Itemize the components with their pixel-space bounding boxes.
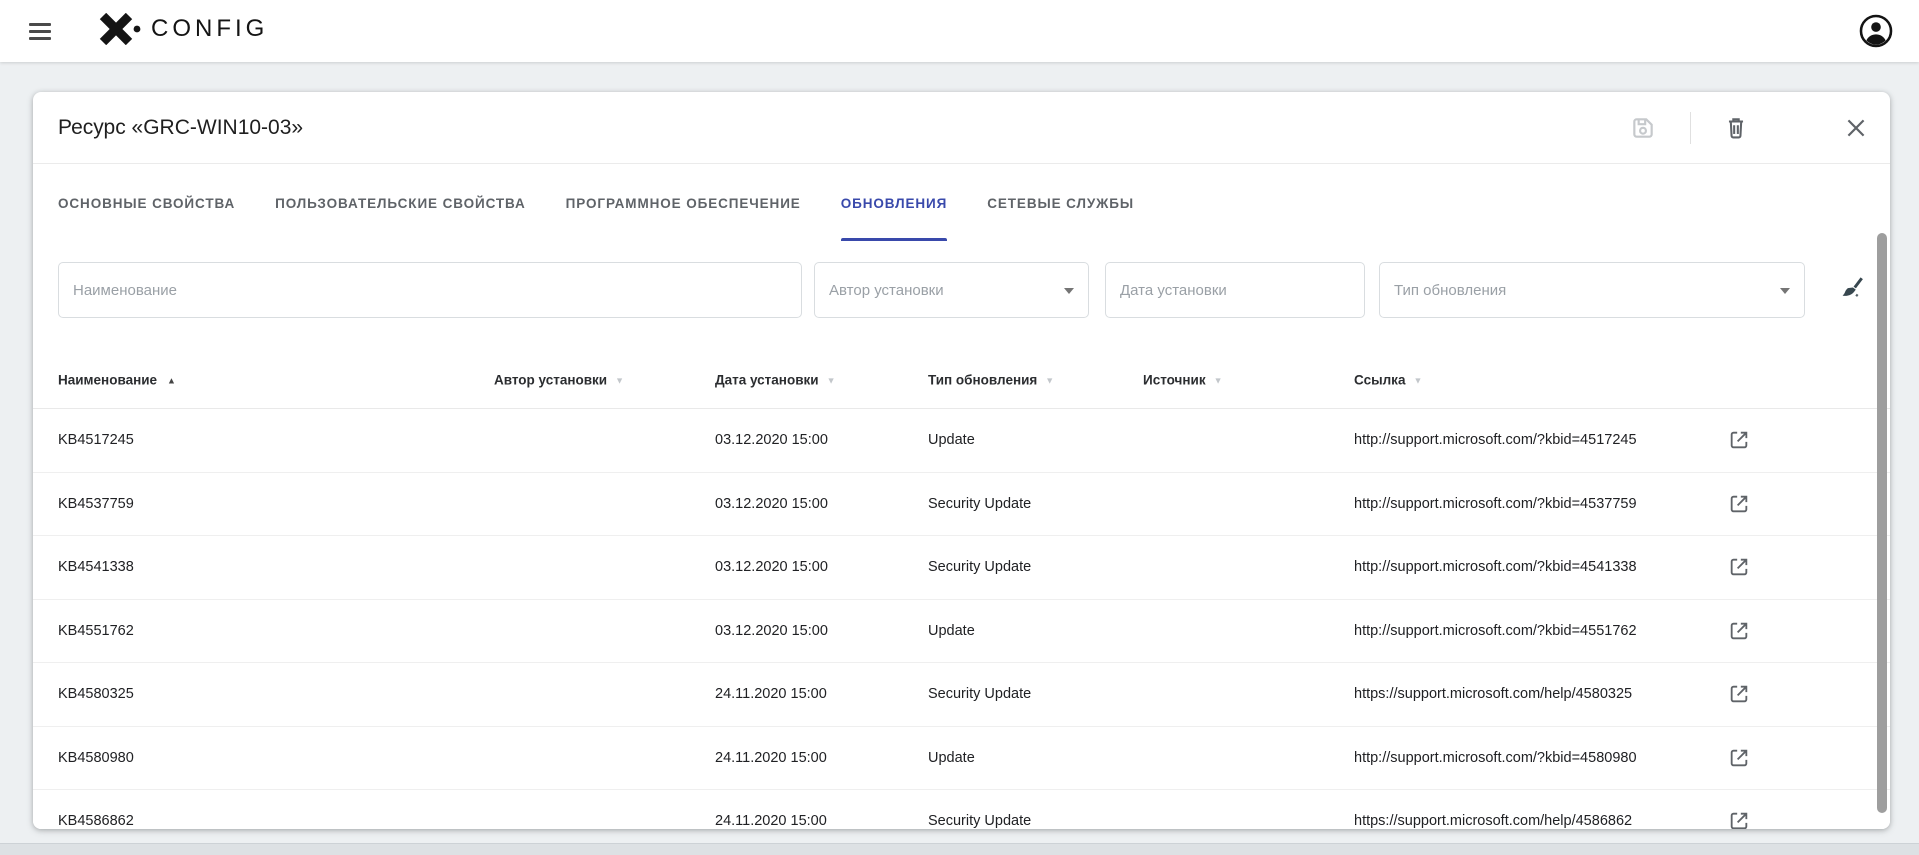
external-link-icon[interactable] [1728, 620, 1750, 642]
app-logo: CONFIG [98, 13, 268, 45]
table-row[interactable]: KB4586862 24.11.2020 15:00 Security Upda… [33, 790, 1890, 829]
cell-name: KB4580325 [58, 686, 134, 703]
cell-date: 24.11.2020 15:00 [715, 749, 827, 766]
tab-custom-properties[interactable]: ПОЛЬЗОВАТЕЛЬСКИЕ СВОЙСТВА [275, 196, 526, 211]
header-divider [1690, 112, 1691, 144]
cell-date: 24.11.2020 15:00 [715, 813, 827, 829]
external-link-icon[interactable] [1728, 556, 1750, 578]
cell-name: KB4551762 [58, 622, 134, 639]
cell-date: 03.12.2020 15:00 [715, 559, 828, 576]
trash-icon[interactable] [1723, 115, 1749, 141]
filter-author-input[interactable] [815, 263, 1088, 317]
filter-type-select [1379, 262, 1805, 318]
chevron-down-icon: ▼ [615, 375, 625, 386]
cell-name: KB4541338 [58, 559, 134, 576]
external-link-icon[interactable] [1728, 429, 1750, 451]
column-header-link[interactable]: Ссылка ▼ [1354, 372, 1423, 388]
cell-type: Security Update [928, 686, 1032, 703]
column-header-date[interactable]: Дата установки ▼ [715, 372, 836, 388]
filter-type-input[interactable] [1380, 263, 1804, 317]
cell-type: Update [928, 622, 975, 639]
cell-name: KB4537759 [58, 495, 134, 512]
cell-name: KB4580980 [58, 749, 134, 766]
save-icon[interactable] [1630, 115, 1656, 141]
filter-name-field [58, 262, 802, 318]
column-header-name[interactable]: Наименование ▲ [58, 372, 176, 388]
table-row[interactable]: KB4541338 03.12.2020 15:00 Security Upda… [33, 536, 1890, 600]
chevron-down-icon: ▼ [826, 375, 836, 386]
chevron-down-icon: ▼ [1045, 375, 1055, 386]
table-header-row: Наименование ▲ Автор установки ▼ Дата уста… [33, 352, 1890, 409]
cell-date: 03.12.2020 15:00 [715, 495, 828, 512]
cell-type: Security Update [928, 495, 1032, 512]
logo-text: CONFIG [151, 15, 269, 42]
account-circle-icon[interactable] [1859, 14, 1893, 48]
table-row[interactable]: KB4537759 03.12.2020 15:00 Security Upda… [33, 472, 1890, 536]
cell-link: https://support.microsoft.com/help/45868… [1354, 813, 1633, 829]
cell-date: 24.11.2020 15:00 [715, 686, 827, 703]
clear-filters-brush-icon[interactable] [1837, 276, 1865, 304]
logo-x-icon [99, 13, 141, 45]
filter-date-field [1105, 262, 1365, 318]
table-row[interactable]: KB4580325 24.11.2020 15:00 Security Upda… [33, 663, 1890, 727]
tab-software[interactable]: ПРОГРАММНОЕ ОБЕСПЕЧЕНИЕ [565, 196, 801, 211]
table-row[interactable]: KB4551762 03.12.2020 15:00 Update http:/… [33, 599, 1890, 663]
page-title: Ресурс «GRC-WIN10-03» [58, 115, 304, 139]
tab-network-services[interactable]: СЕТЕВЫЕ СЛУЖБЫ [987, 196, 1134, 211]
cell-name: KB4517245 [58, 432, 134, 449]
close-icon[interactable] [1843, 115, 1869, 141]
table-row[interactable]: KB4580980 24.11.2020 15:00 Update http:/… [33, 726, 1890, 790]
panel-header: Ресурс «GRC-WIN10-03» [33, 92, 1890, 164]
filter-author-select [814, 262, 1089, 318]
cell-date: 03.12.2020 15:00 [715, 432, 828, 449]
resource-detail-panel: Ресурс «GRC-WIN10-03» ОСНОВНЫЕ СВОЙСТВА … [33, 92, 1890, 829]
filter-name-input[interactable] [59, 263, 801, 317]
cell-type: Security Update [928, 813, 1032, 829]
filter-date-input[interactable] [1106, 263, 1364, 317]
cell-date: 03.12.2020 15:00 [715, 622, 828, 639]
external-link-icon[interactable] [1728, 747, 1750, 769]
chevron-down-icon: ▼ [1413, 375, 1423, 386]
cell-link: http://support.microsoft.com/?kbid=45517… [1354, 622, 1637, 639]
cell-type: Update [928, 432, 975, 449]
tab-updates[interactable]: ОБНОВЛЕНИЯ [840, 164, 948, 243]
window-bottom-edge [0, 843, 1919, 855]
external-link-icon[interactable] [1728, 683, 1750, 705]
cell-link: http://support.microsoft.com/?kbid=45413… [1354, 559, 1637, 576]
hamburger-menu-icon[interactable] [29, 18, 55, 44]
cell-link: http://support.microsoft.com/?kbid=45809… [1354, 749, 1637, 766]
external-link-icon[interactable] [1728, 493, 1750, 515]
cell-type: Update [928, 749, 975, 766]
cell-name: KB4586862 [58, 813, 134, 829]
chevron-down-icon: ▼ [1213, 375, 1223, 386]
top-app-bar: CONFIG [0, 0, 1919, 62]
column-header-author[interactable]: Автор установки ▼ [494, 372, 625, 388]
column-header-type[interactable]: Тип обновления ▼ [928, 372, 1055, 388]
cell-link: https://support.microsoft.com/help/45803… [1354, 686, 1633, 703]
column-header-source[interactable]: Источник ▼ [1143, 372, 1223, 388]
cell-link: http://support.microsoft.com/?kbid=45172… [1354, 432, 1637, 449]
vertical-scrollbar[interactable] [1877, 233, 1887, 813]
tab-bar: ОСНОВНЫЕ СВОЙСТВА ПОЛЬЗОВАТЕЛЬСКИЕ СВОЙС… [58, 164, 1134, 243]
external-link-icon[interactable] [1728, 810, 1750, 829]
tab-basic-properties[interactable]: ОСНОВНЫЕ СВОЙСТВА [58, 196, 236, 211]
cell-type: Security Update [928, 559, 1032, 576]
cell-link: http://support.microsoft.com/?kbid=45377… [1354, 495, 1637, 512]
sort-ascending-icon: ▲ [167, 375, 176, 386]
table-row[interactable]: KB4517245 03.12.2020 15:00 Update http:/… [33, 409, 1890, 473]
